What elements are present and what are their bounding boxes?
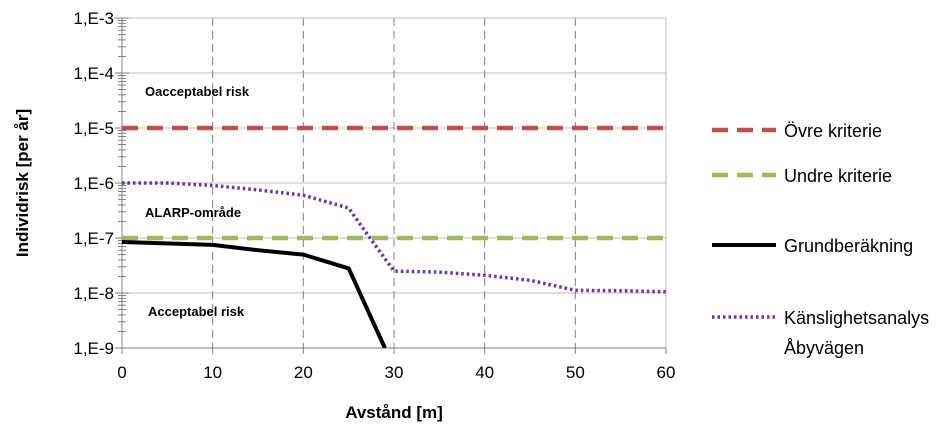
y-tick-label: 1,E-4 bbox=[73, 64, 114, 83]
y-tick-label: 1,E-3 bbox=[73, 9, 114, 28]
x-axis-title: Avstånd [m] bbox=[345, 403, 443, 422]
x-tick-label: 60 bbox=[657, 363, 676, 382]
x-tick-label: 30 bbox=[385, 363, 404, 382]
x-tick-label: 40 bbox=[475, 363, 494, 382]
y-tick-label: 1,E-9 bbox=[73, 339, 114, 358]
x-tick-label: 20 bbox=[294, 363, 313, 382]
region-label-unacceptable: Oacceptabel risk bbox=[145, 84, 250, 99]
legend-label-4: Åbyvägen bbox=[784, 338, 864, 358]
region-label-acceptable: Acceptabel risk bbox=[148, 304, 245, 319]
series-line-3 bbox=[122, 239, 387, 348]
y-tick-label: 1,E-7 bbox=[73, 229, 114, 248]
legend: Övre kriterie Undre kriterie Grundberäknin… bbox=[712, 121, 929, 358]
grid-lines bbox=[122, 17, 667, 348]
legend-label-1: Övre kriterie bbox=[784, 121, 882, 141]
x-tick-label: 50 bbox=[566, 363, 585, 382]
x-tick-label: 10 bbox=[203, 363, 222, 382]
legend-label-3: Grundberäkning bbox=[784, 236, 913, 256]
y-axis-title: Individrisk [per år] bbox=[13, 109, 32, 257]
legend-label-4: Känslighetsanalys bbox=[784, 308, 929, 328]
legend-label-2: Undre kriterie bbox=[784, 166, 892, 186]
x-tick-labels: 0 10 20 30 40 50 60 bbox=[117, 363, 675, 382]
y-tick-label: 1,E-6 bbox=[73, 174, 114, 193]
y-tick-labels: 1,E-9 1,E-8 1,E-7 1,E-6 1,E-5 1,E-4 1,E-3 bbox=[73, 9, 114, 358]
region-label-alarp: ALARP-område bbox=[145, 205, 241, 220]
y-tick-label: 1,E-5 bbox=[73, 119, 114, 138]
x-tick-label: 0 bbox=[117, 363, 126, 382]
y-tick-label: 1,E-8 bbox=[73, 284, 114, 303]
series-lines bbox=[122, 125, 666, 348]
